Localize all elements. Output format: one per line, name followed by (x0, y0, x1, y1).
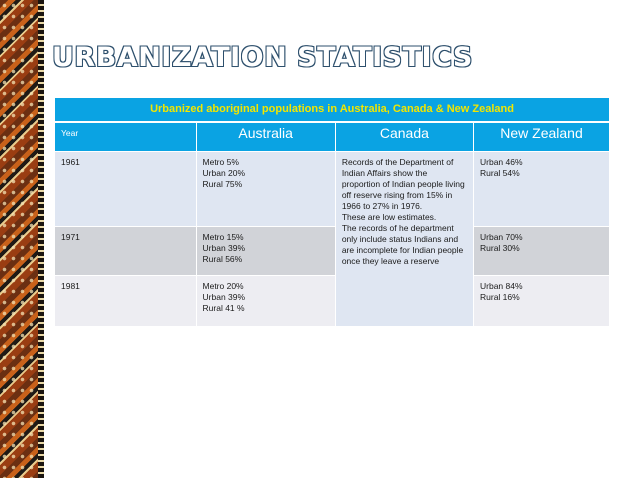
canada-note-paragraph: Records of the Department of Indian Affa… (341, 157, 465, 211)
new-zealand-value: Urban 70% (480, 232, 523, 242)
new-zealand-value: Rural 30% (480, 243, 520, 253)
urbanization-table: Urbanized aboriginal populations in Aust… (54, 97, 610, 327)
australia-value: Urban 20% (202, 168, 246, 178)
australia-cell: Metro 5% Urban 20% Rural 75% (195, 151, 336, 227)
header-new-zealand: New Zealand (473, 121, 610, 152)
canada-note-paragraph: The records of he department only includ… (341, 223, 464, 266)
border-dot-pattern (0, 0, 44, 478)
australia-value: Metro 20% (202, 281, 244, 291)
australia-value: Rural 56% (202, 254, 243, 264)
year-cell: 1971 (54, 226, 197, 276)
table-caption: Urbanized aboriginal populations in Aust… (54, 97, 610, 123)
page-title: URBANIZATION STATISTICS (51, 41, 473, 74)
canada-note-cell: Records of the Department of Indian Affa… (334, 151, 475, 327)
australia-value: Urban 39% (202, 292, 246, 302)
header-australia: Australia (195, 121, 336, 152)
australia-cell: Metro 20% Urban 39% Rural 41 % (195, 275, 336, 327)
australia-cell: Metro 15% Urban 39% Rural 56% (195, 226, 336, 276)
australia-value: Urban 39% (202, 243, 246, 253)
table-row: 1971 Metro 15% Urban 39% Rural 56% Urban… (54, 226, 610, 276)
table-header-row: Year Australia Canada New Zealand (54, 121, 610, 152)
aboriginal-art-border (0, 0, 44, 478)
new-zealand-value: Urban 84% (480, 281, 523, 291)
new-zealand-value: Urban 46% (480, 157, 523, 167)
statistics-table-container: Urbanized aboriginal populations in Aust… (54, 97, 610, 327)
header-canada: Canada (334, 121, 475, 152)
year-cell: 1961 (54, 151, 197, 227)
australia-value: Metro 5% (202, 157, 239, 167)
border-edge-pattern (38, 0, 44, 478)
canada-note-paragraph: These are low estimates. (341, 212, 437, 222)
table-row: 1961 Metro 5% Urban 20% Rural 75% Record… (54, 151, 610, 327)
year-cell: 1981 (54, 275, 197, 327)
new-zealand-cell: Urban 70% Rural 30% (473, 226, 610, 276)
australia-value: Metro 15% (202, 232, 244, 242)
australia-value: Rural 41 % (202, 303, 245, 313)
new-zealand-cell: Urban 46% Rural 54% (473, 151, 610, 227)
new-zealand-value: Rural 16% (480, 292, 520, 302)
new-zealand-value: Rural 54% (480, 168, 520, 178)
header-year: Year (54, 121, 197, 152)
new-zealand-cell: Urban 84% Rural 16% (473, 275, 610, 327)
table-row: 1981 Metro 20% Urban 39% Rural 41 % Urba… (54, 275, 610, 327)
australia-value: Rural 75% (202, 179, 243, 189)
